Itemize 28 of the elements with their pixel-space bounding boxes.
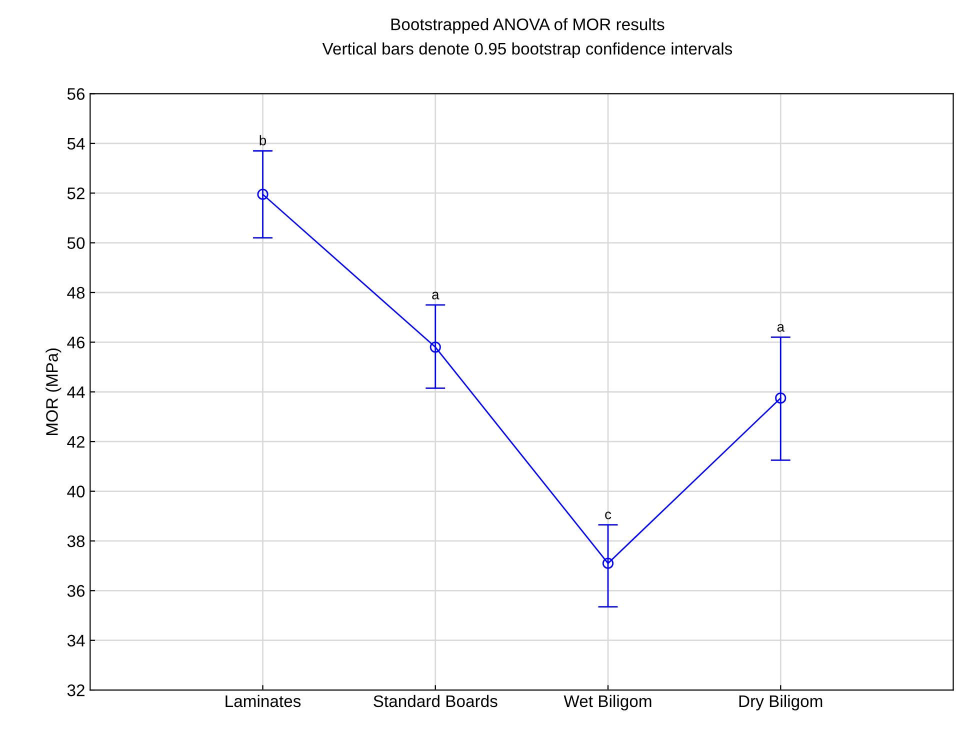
y-tick-label: 50	[67, 237, 85, 250]
y-tick-label: 34	[67, 634, 85, 647]
point	[602, 558, 614, 569]
annotation: b	[260, 135, 266, 146]
y-tick-label: 38	[67, 535, 85, 548]
point	[257, 188, 268, 200]
chart-subtitle: Vertical bars denote 0.95 bootstrap confidence intervals	[322, 42, 732, 58]
point	[430, 342, 441, 353]
y-tick-label: 46	[67, 336, 85, 348]
x-tick-label: Dry Biligom	[739, 694, 822, 710]
x-tick-label: Laminates	[226, 694, 301, 708]
annotation: a	[777, 324, 784, 332]
y-tick-label: 52	[67, 188, 84, 200]
chart-title: Bootstrapped ANOVA of MOR results	[391, 18, 664, 34]
y-tick-label: 56	[67, 88, 85, 100]
y-tick-label: 44	[67, 386, 85, 398]
annotation: c	[605, 512, 612, 520]
x-tick-label: Wet Biligom	[564, 694, 652, 710]
y-axis-title: MOR (MPa)	[46, 348, 62, 435]
y-tick-label: 48	[67, 286, 85, 299]
y-tick-label: 54	[67, 138, 85, 150]
x-tick-label: Standard Boards	[374, 694, 498, 708]
y-tick-label: 42	[67, 436, 84, 448]
y-tick-label: 36	[67, 585, 85, 597]
y-tick-label: 32	[67, 684, 84, 696]
point	[775, 392, 786, 404]
y-tick-label: 40	[67, 486, 85, 498]
annotation: a	[432, 292, 440, 300]
